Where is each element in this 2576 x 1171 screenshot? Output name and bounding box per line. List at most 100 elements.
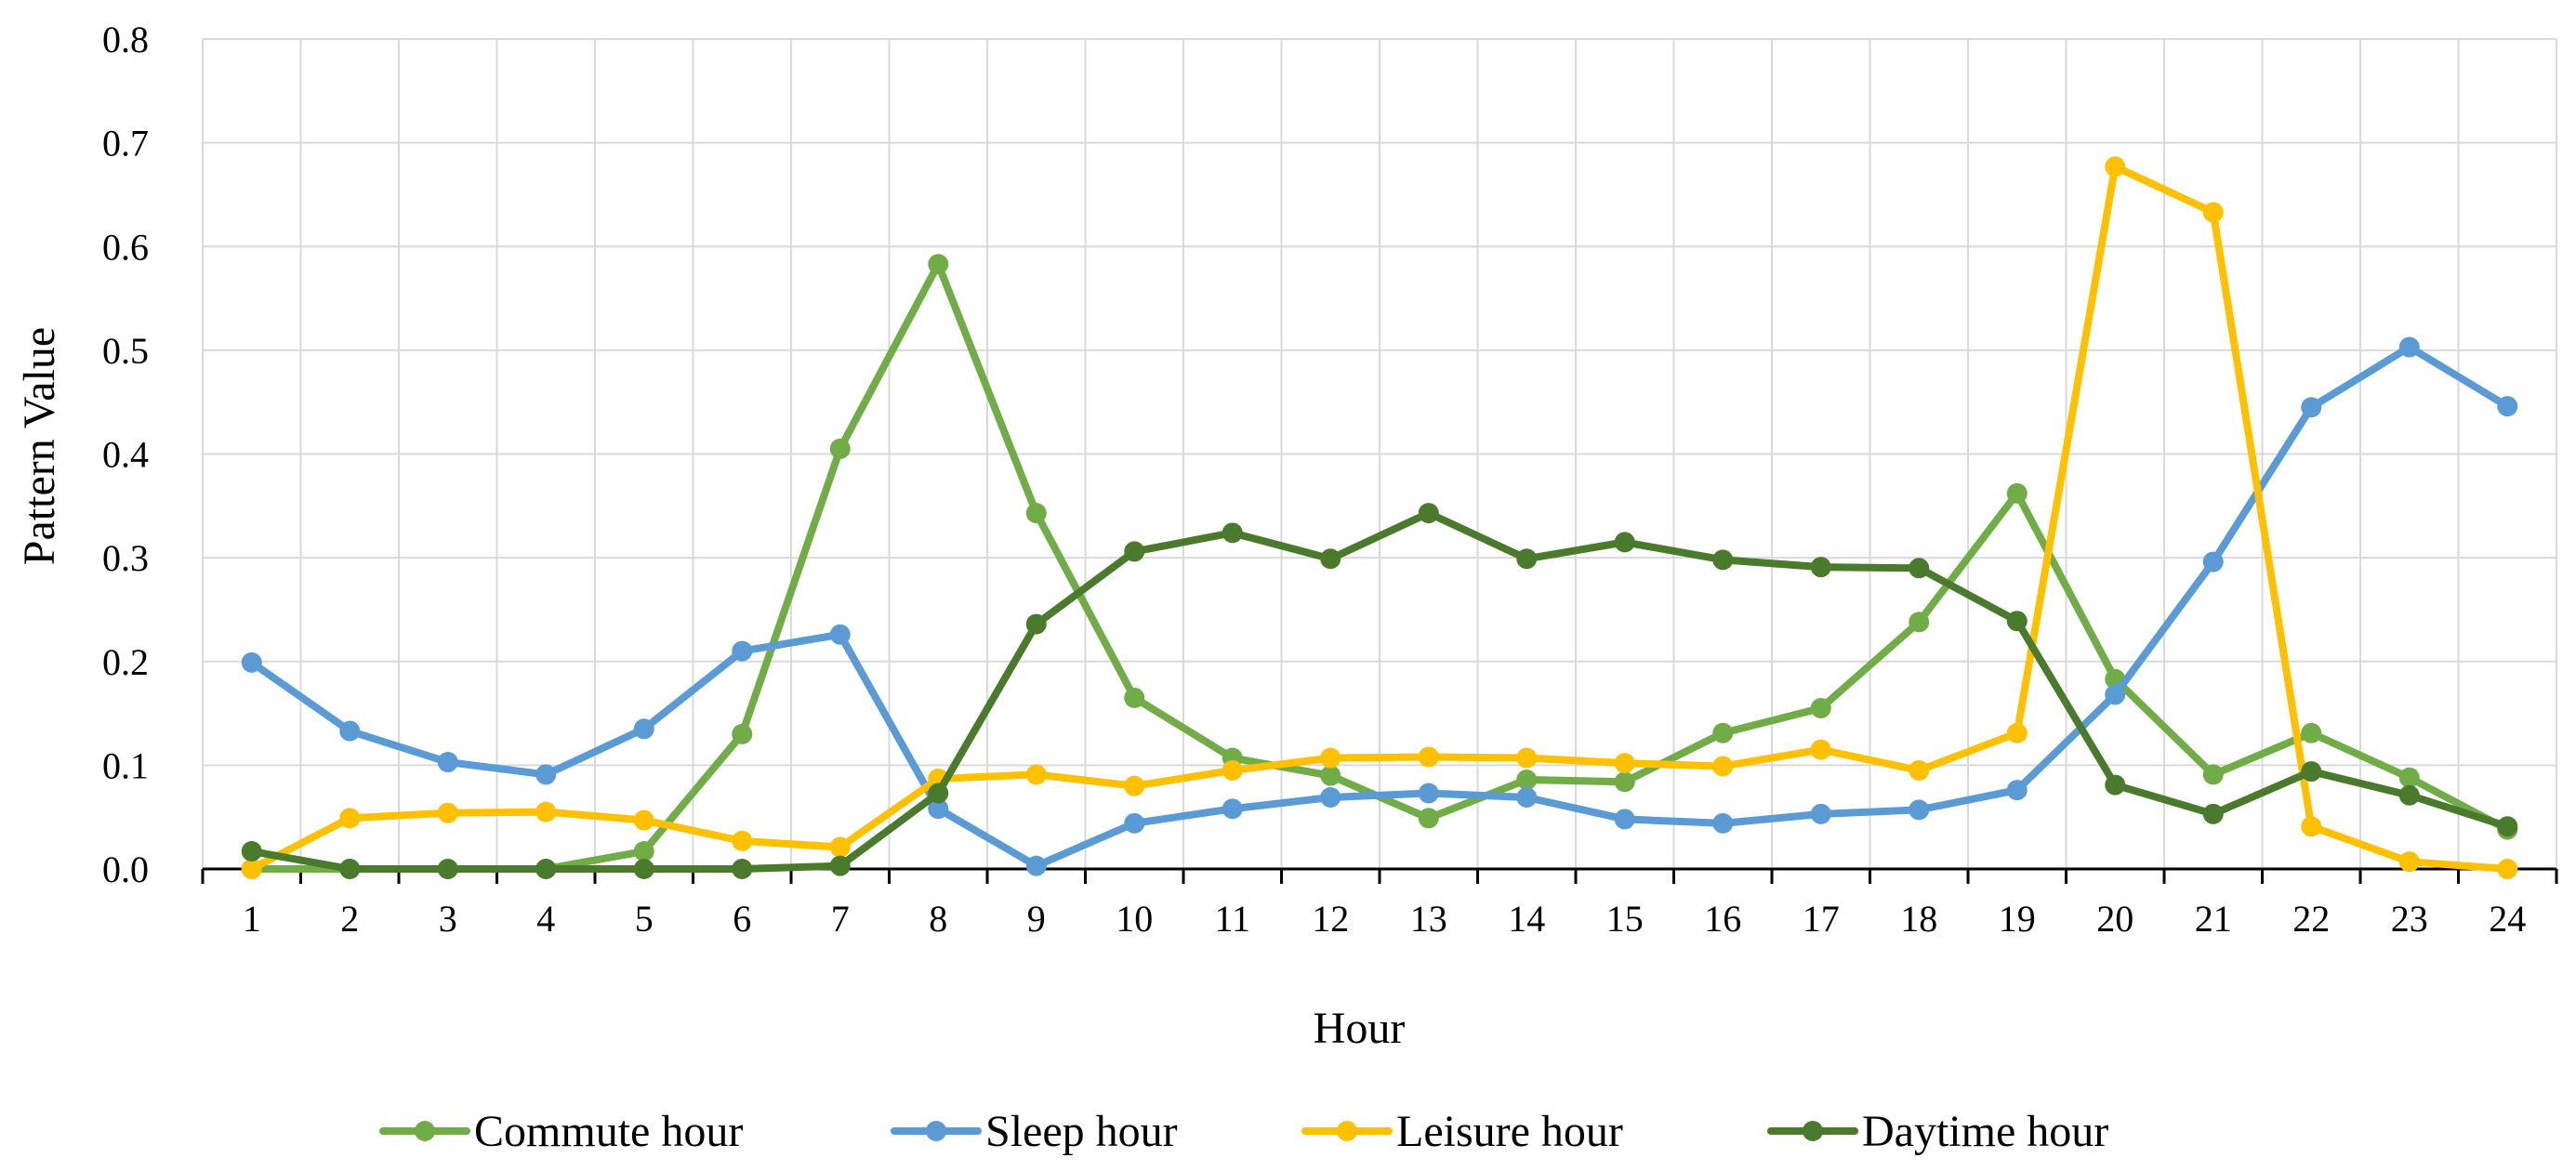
data-point-commute-hour — [2202, 764, 2224, 785]
x-tick-label: 9 — [1027, 898, 1046, 940]
data-point-commute-hour — [732, 723, 753, 744]
data-point-daytime-hour — [241, 841, 262, 862]
x-tick-label: 2 — [340, 898, 359, 940]
data-point-commute-hour — [1516, 770, 1538, 791]
x-tick-label: 23 — [2391, 898, 2428, 940]
x-tick-label: 13 — [1410, 898, 1447, 940]
data-point-sleep-hour — [633, 718, 654, 740]
data-point-sleep-hour — [928, 798, 949, 820]
data-point-commute-hour — [829, 438, 851, 459]
data-point-leisure-hour — [2006, 722, 2028, 743]
y-tick-label: 0.6 — [102, 226, 149, 268]
legend-item-leisure-hour: Leisure hour — [1301, 1107, 1623, 1156]
legend-item-commute-hour: Commute hour — [379, 1107, 743, 1156]
series-line-sleep-hour — [247, 343, 2512, 870]
data-point-sleep-hour — [241, 651, 262, 673]
data-point-daytime-hour — [1222, 522, 1243, 544]
data-point-daytime-hour — [535, 859, 557, 879]
data-point-commute-hour — [633, 841, 654, 862]
data-point-daytime-hour — [829, 855, 851, 876]
y-tick-label: 0.8 — [102, 19, 149, 60]
data-point-sleep-hour — [2497, 396, 2518, 417]
data-point-leisure-hour — [1418, 746, 1439, 768]
data-point-daytime-hour — [2105, 774, 2126, 796]
data-point-commute-hour — [2006, 482, 2028, 504]
data-point-daytime-hour — [1810, 557, 1831, 578]
x-tick-label: 18 — [1900, 898, 1937, 940]
data-point-commute-hour — [1320, 765, 1341, 786]
series-leisure-hour — [241, 156, 2518, 879]
data-point-commute-hour — [1712, 722, 1734, 743]
x-tick-label: 21 — [2195, 898, 2232, 940]
y-tick-label: 0.5 — [102, 330, 149, 372]
data-point-leisure-hour — [829, 836, 851, 858]
legend-item-sleep-hour: Sleep hour — [891, 1107, 1178, 1156]
legend-swatch-marker — [1803, 1121, 1823, 1141]
data-point-daytime-hour — [928, 783, 949, 804]
data-point-sleep-hour — [1222, 798, 1243, 820]
data-point-leisure-hour — [1516, 747, 1538, 769]
x-tick-labels: 1 2 3 4 5 6 7 8 9 10 11 12 13 14 15 16 17 18 19 20 21 22 23 24 — [243, 898, 2527, 940]
data-point-sleep-hour — [2105, 684, 2126, 705]
data-point-sleep-hour — [1320, 786, 1341, 808]
y-tick-label: 0.2 — [102, 641, 149, 683]
data-point-sleep-hour — [829, 624, 851, 645]
data-point-leisure-hour — [2105, 156, 2126, 178]
data-point-daytime-hour — [732, 859, 753, 879]
data-point-sleep-hour — [2006, 780, 2028, 801]
data-point-daytime-hour — [1124, 541, 1145, 562]
x-tick-label: 4 — [536, 898, 555, 940]
data-point-leisure-hour — [1909, 759, 1930, 781]
x-tick-label: 3 — [439, 898, 457, 940]
data-point-sleep-hour — [2301, 397, 2322, 418]
data-point-leisure-hour — [535, 801, 557, 822]
x-axis-title: Hour — [1314, 1004, 1406, 1053]
data-point-daytime-hour — [2301, 761, 2322, 783]
data-point-leisure-hour — [1222, 759, 1243, 781]
data-point-sleep-hour — [1909, 799, 1930, 821]
legend-label: Sleep hour — [985, 1107, 1178, 1156]
x-tick-label: 19 — [1999, 898, 2036, 940]
series-daytime-hour — [241, 503, 2518, 879]
data-point-sleep-hour — [339, 720, 361, 742]
y-tick-label: 0.0 — [102, 849, 149, 890]
data-point-leisure-hour — [2497, 859, 2518, 879]
x-tick-label: 11 — [1214, 898, 1250, 940]
data-point-sleep-hour — [535, 764, 557, 785]
data-point-daytime-hour — [2398, 784, 2420, 806]
y-tick-label: 0.1 — [102, 744, 149, 786]
series-line-leisure-hour — [247, 163, 2512, 873]
legend-label: Leisure hour — [1396, 1107, 1623, 1156]
data-point-leisure-hour — [2301, 816, 2322, 837]
data-point-leisure-hour — [2202, 202, 2224, 223]
data-point-sleep-hour — [1418, 783, 1439, 804]
x-tick-label: 8 — [929, 898, 947, 940]
data-point-commute-hour — [1614, 771, 1635, 793]
data-point-daytime-hour — [437, 859, 458, 879]
data-point-daytime-hour — [339, 859, 361, 879]
legend-swatch-marker — [415, 1121, 435, 1141]
data-point-commute-hour — [1124, 687, 1145, 708]
x-tick-label: 1 — [243, 898, 261, 940]
x-tick-label: 5 — [635, 898, 654, 940]
data-point-leisure-hour — [2398, 851, 2420, 873]
x-tick-label: 22 — [2292, 898, 2330, 940]
grid-lines — [202, 38, 2557, 869]
data-point-commute-hour — [1909, 612, 1930, 633]
data-point-sleep-hour — [2398, 336, 2420, 358]
data-point-leisure-hour — [241, 859, 262, 879]
data-point-commute-hour — [1025, 503, 1047, 524]
data-point-sleep-hour — [1516, 786, 1538, 808]
series-line-daytime-hour — [247, 509, 2512, 873]
data-point-leisure-hour — [1712, 756, 1734, 777]
x-tick-label: 7 — [831, 898, 850, 940]
data-point-daytime-hour — [2497, 816, 2518, 837]
data-point-sleep-hour — [1025, 855, 1047, 876]
data-point-leisure-hour — [339, 808, 361, 829]
data-point-leisure-hour — [1320, 747, 1341, 769]
data-point-daytime-hour — [2202, 803, 2224, 824]
data-point-daytime-hour — [1712, 549, 1734, 571]
legend: Commute hour Sleep hour Leisure hour Daytim… — [379, 1107, 2108, 1156]
data-point-daytime-hour — [1516, 548, 1538, 570]
